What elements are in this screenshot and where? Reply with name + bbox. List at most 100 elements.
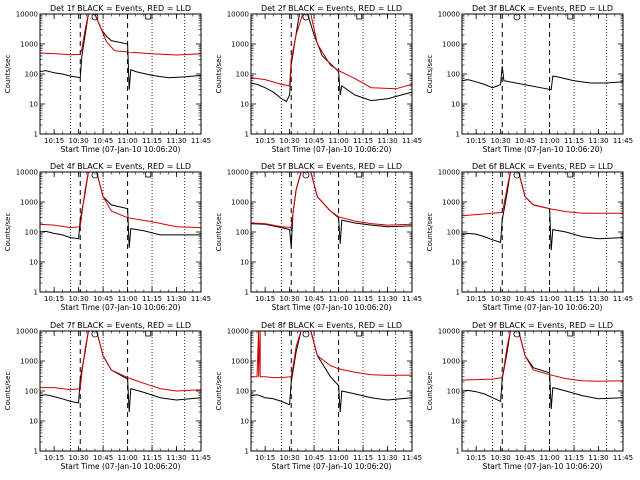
x-tick-label: 11:00 (117, 137, 137, 145)
x-tick-label: 10:45 (304, 137, 324, 145)
events-series-line (39, 13, 202, 90)
x-tick-label: 10:30 (280, 295, 300, 303)
attenuator-out-marker (145, 171, 152, 178)
y-axis-label: Counts/sec (215, 55, 223, 94)
x-tick-label: 10:30 (280, 137, 300, 145)
y-tick-label: 100 (25, 229, 38, 237)
x-tick-label: 11:15 (564, 137, 584, 145)
x-tick-label: 10:30 (491, 454, 511, 462)
y-tick-label: 10000 (227, 328, 249, 336)
panel-det-8: Det 8f BLACK = Events, RED = LLD 1 10 100 10… (215, 321, 422, 471)
x-tick-label: 10:45 (304, 295, 324, 303)
lld-series-line (461, 171, 623, 217)
plot-frame (461, 171, 624, 293)
x-tick-label: 11:15 (564, 295, 584, 303)
x-tick-label: 10:15 (44, 454, 64, 462)
y-axis-label: Counts/sec (4, 372, 12, 411)
x-tick-label: 10:15 (44, 137, 64, 145)
y-tick-label: 10 (240, 418, 249, 426)
x-tick-label: 10:15 (466, 295, 486, 303)
plot-frame (39, 171, 202, 293)
y-tick-label: 1 (34, 131, 38, 139)
panel-title: Det 8f BLACK = Events, RED = LLD (261, 321, 402, 330)
y-tick-label: 100 (447, 229, 460, 237)
events-series-line (461, 66, 624, 91)
x-tick-label: 10:30 (69, 454, 89, 462)
y-tick-label: 1000 (442, 358, 460, 366)
plot-frame (461, 330, 624, 452)
x-axis-label: Start Time (07-Jan-10 10:06:20) (61, 145, 181, 154)
x-tick-label: 11:45 (402, 295, 422, 303)
y-tick-label: 100 (25, 388, 38, 396)
y-tick-label: 100 (236, 71, 249, 79)
y-tick-label: 10 (240, 259, 249, 267)
panel-det-7: Det 7f BLACK = Events, RED = LLD 1 10 100 10… (4, 321, 211, 471)
x-tick-label: 11:15 (353, 295, 373, 303)
y-tick-label: 1 (456, 131, 460, 139)
panel-title: Det 5f BLACK = Events, RED = LLD (261, 162, 402, 171)
x-tick-label: 11:15 (564, 454, 584, 462)
x-axis-label: Start Time (07-Jan-10 10:06:20) (61, 462, 181, 471)
lld-series-line (39, 13, 202, 56)
x-tick-label: 10:30 (491, 137, 511, 145)
y-tick-label: 1000 (20, 199, 38, 207)
y-tick-label: 1000 (442, 41, 460, 49)
attenuator-out-marker (145, 330, 152, 337)
x-tick-label: 11:45 (613, 454, 633, 462)
panel-det-9: Det 9f BLACK = Events, RED = LLD 1 10 100 10… (426, 321, 633, 471)
y-tick-label: 1 (456, 289, 460, 297)
x-tick-label: 10:15 (44, 295, 64, 303)
y-tick-label: 100 (236, 388, 249, 396)
y-tick-label: 1000 (20, 41, 38, 49)
x-tick-label: 10:45 (515, 454, 535, 462)
y-axis-label: Counts/sec (215, 372, 223, 411)
y-tick-label: 100 (236, 229, 249, 237)
x-tick-label: 11:00 (539, 295, 559, 303)
y-tick-label: 1000 (231, 41, 249, 49)
x-tick-label: 10:15 (466, 454, 486, 462)
y-tick-label: 1000 (442, 199, 460, 207)
y-tick-label: 10000 (438, 11, 460, 19)
panel-title: Det 6f BLACK = Events, RED = LLD (472, 162, 613, 171)
lld-series-line (461, 330, 624, 382)
y-tick-label: 1 (456, 448, 460, 456)
panel-det-6: Det 6f BLACK = Events, RED = LLD 1 10 100 10… (426, 162, 633, 312)
y-tick-label: 10 (29, 101, 38, 109)
x-tick-label: 10:15 (255, 137, 275, 145)
lld-series-line (39, 330, 202, 392)
y-axis-label: Counts/sec (215, 213, 223, 252)
x-tick-label: 10:45 (515, 137, 535, 145)
plot-frame (461, 13, 624, 135)
y-tick-label: 1 (245, 289, 249, 297)
x-axis-label: Start Time (07-Jan-10 10:06:20) (61, 303, 181, 312)
y-tick-label: 100 (447, 388, 460, 396)
plot-frame (250, 171, 413, 293)
x-tick-label: 11:00 (328, 137, 348, 145)
x-tick-label: 11:45 (613, 137, 633, 145)
x-tick-label: 11:30 (166, 454, 186, 462)
x-tick-label: 10:15 (466, 137, 486, 145)
y-tick-label: 10000 (16, 328, 38, 336)
x-tick-label: 10:45 (93, 454, 113, 462)
events-series-line (39, 171, 201, 248)
panel-title: Det 9f BLACK = Events, RED = LLD (472, 321, 613, 330)
y-tick-label: 100 (25, 71, 38, 79)
attenuator-out-marker (356, 171, 363, 178)
y-axis-label: Counts/sec (4, 55, 12, 94)
y-tick-label: 1 (34, 448, 38, 456)
x-axis-label: Start Time (07-Jan-10 10:06:20) (272, 145, 392, 154)
x-tick-label: 11:00 (117, 454, 137, 462)
x-tick-label: 10:30 (280, 454, 300, 462)
y-tick-label: 1 (245, 131, 249, 139)
panel-det-5: Det 5f BLACK = Events, RED = LLD 1 10 100 10… (215, 162, 422, 312)
x-axis-label: Start Time (07-Jan-10 10:06:20) (272, 303, 392, 312)
x-tick-label: 11:15 (142, 295, 162, 303)
attenuator-out-marker (356, 13, 363, 20)
x-tick-label: 11:30 (588, 137, 608, 145)
x-tick-label: 11:30 (166, 295, 186, 303)
attenuator-out-marker (145, 13, 152, 20)
events-series-line (250, 330, 413, 413)
x-tick-label: 10:15 (255, 295, 275, 303)
plot-frame (250, 330, 413, 452)
panel-det-2: Det 2f BLACK = Events, RED = LLD 1 10 100 10… (215, 4, 422, 154)
